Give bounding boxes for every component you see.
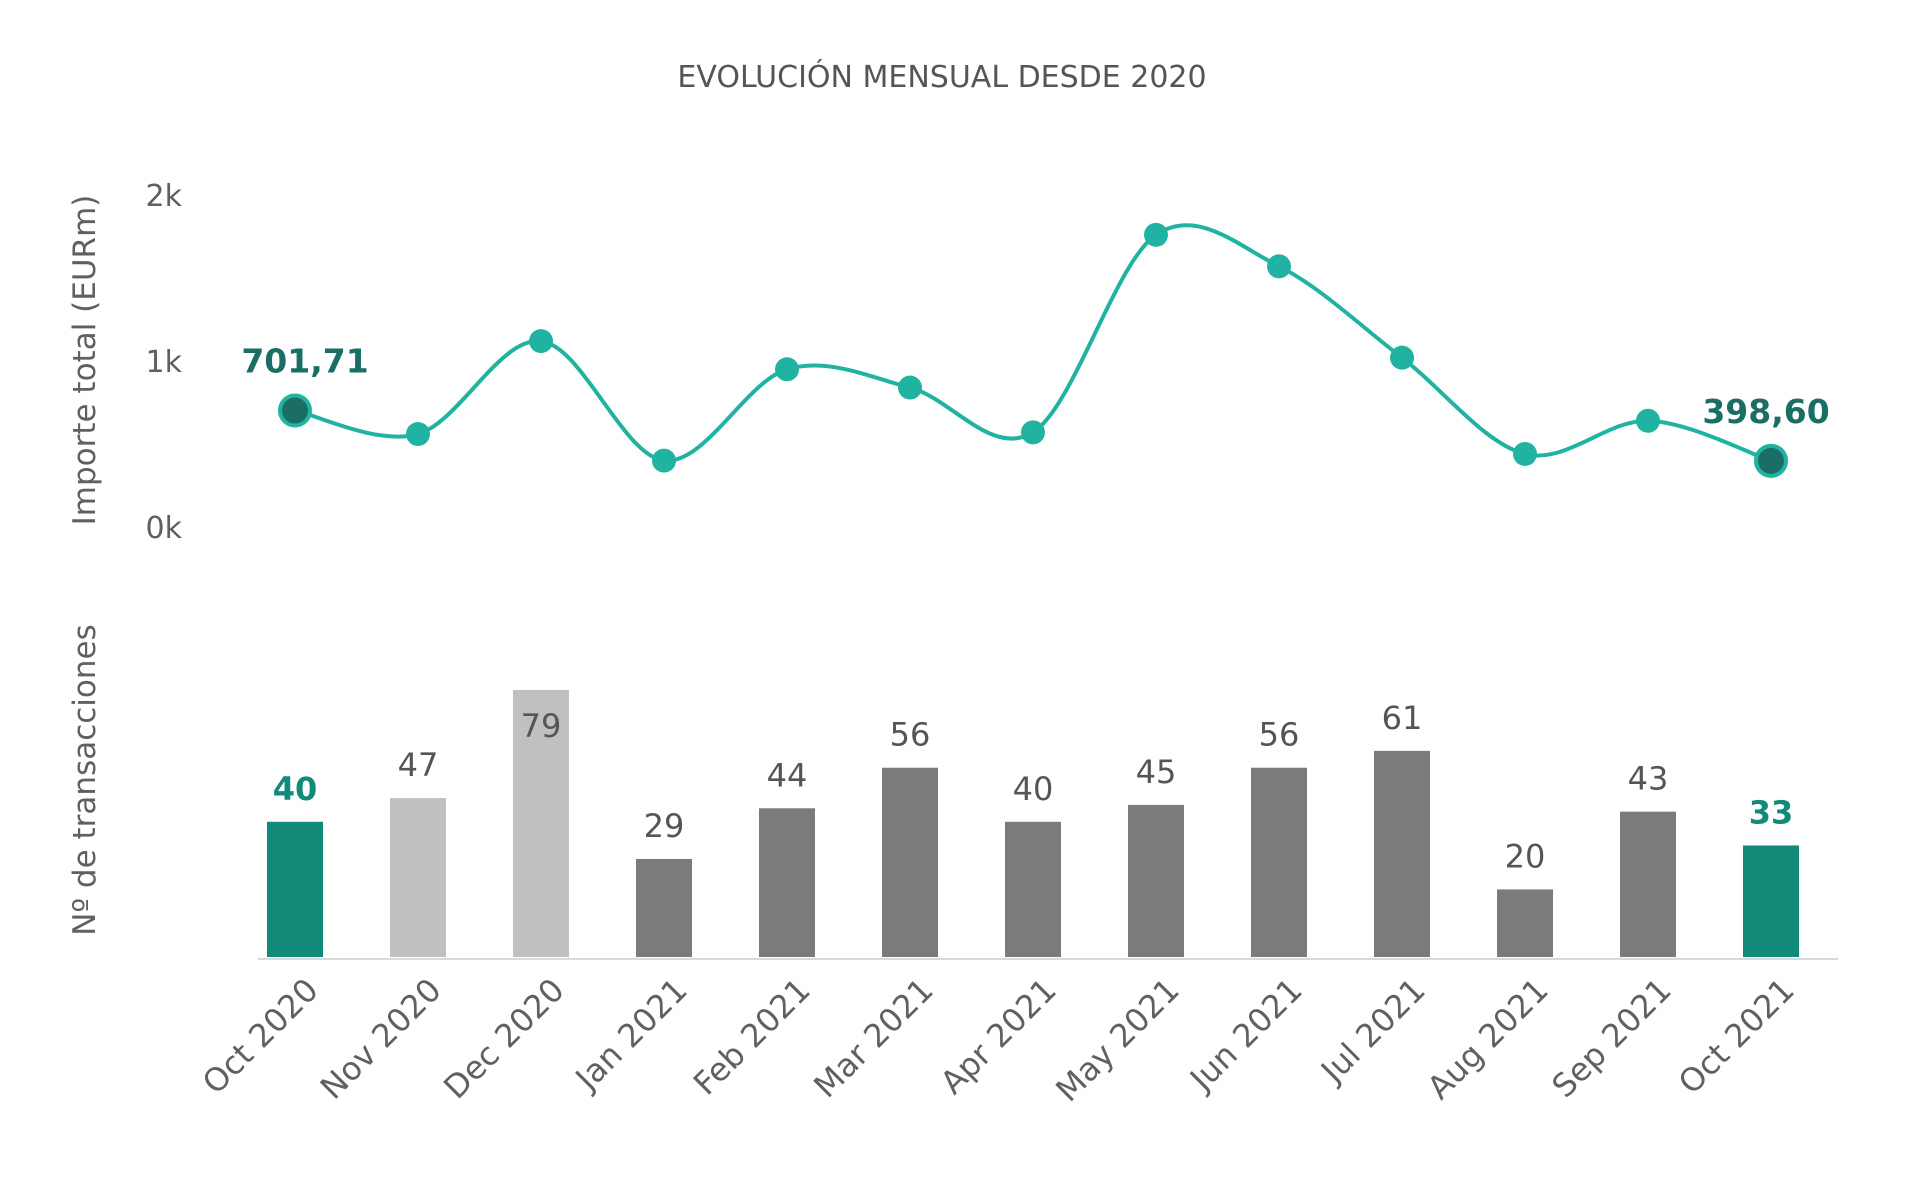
line-point <box>406 422 430 447</box>
x-tick-label: May 2021 <box>1048 971 1186 1109</box>
bar <box>513 689 569 957</box>
x-tick-label: Mar 2021 <box>806 971 940 1105</box>
line-data-label: 398,60 <box>1702 392 1829 431</box>
x-tick-label: Oct 2021 <box>1671 971 1802 1102</box>
bar-data-label: 29 <box>644 807 685 845</box>
line-point <box>1636 408 1660 433</box>
bar-data-label: 61 <box>1382 699 1423 737</box>
x-tick-label: Aug 2021 <box>1420 971 1556 1107</box>
bar-y-axis-title: Nº de transacciones <box>67 624 103 935</box>
line-point <box>775 357 799 382</box>
bar <box>759 808 815 957</box>
line-point <box>1267 254 1291 279</box>
bar-data-label: 44 <box>767 756 808 794</box>
bar-data-label: 45 <box>1136 753 1177 791</box>
line-point <box>278 393 312 428</box>
bar <box>1005 821 1061 957</box>
x-tick-label: Jun 2021 <box>1181 971 1309 1099</box>
bar <box>390 798 446 957</box>
line-y-axis-ticks: 0k 1k 2k <box>146 179 183 546</box>
x-tick-label: Apr 2021 <box>933 971 1064 1102</box>
bar <box>1620 811 1676 957</box>
line-data-label: 701,71 <box>241 342 368 381</box>
bar-data-label: 33 <box>1749 793 1794 831</box>
line-point <box>529 329 553 354</box>
bar-series: 40 47 79 29 44 56 40 45 56 61 20 43 33 <box>267 689 1799 957</box>
x-tick-label: Nov 2020 <box>313 971 449 1107</box>
bar <box>1128 804 1184 957</box>
line-point <box>1390 345 1414 370</box>
bar <box>1374 750 1430 957</box>
x-tick-label: Jul 2021 <box>1312 971 1432 1091</box>
x-tick-label: Oct 2020 <box>195 971 326 1102</box>
chart-title: EVOLUCIÓN MENSUAL DESDE 2020 <box>677 58 1206 95</box>
bar <box>1743 845 1799 957</box>
bar <box>636 858 692 957</box>
bar-data-label: 43 <box>1628 760 1669 798</box>
x-tick-label: Jan 2021 <box>567 971 695 1099</box>
line-y-tick: 2k <box>146 179 183 214</box>
line-point <box>652 448 676 473</box>
line-point <box>1021 420 1045 445</box>
bar-data-label: 56 <box>1259 716 1300 754</box>
bar <box>267 821 323 957</box>
x-tick-label: Feb 2021 <box>686 971 818 1103</box>
bar-data-label: 79 <box>521 707 562 745</box>
line-y-axis-title: Importe total (EURm) <box>67 195 103 526</box>
line-y-tick: 0k <box>146 511 183 546</box>
bar-data-label: 47 <box>398 746 439 784</box>
bar-data-label: 40 <box>273 770 318 808</box>
line-series: 701,71 398,60 <box>241 222 1830 478</box>
line-point <box>1144 222 1168 247</box>
bar-data-label: 56 <box>890 716 931 754</box>
bar <box>1497 889 1553 957</box>
line-y-tick: 1k <box>146 345 183 380</box>
line-point <box>1513 441 1537 466</box>
line-point <box>1754 443 1788 478</box>
bar <box>882 767 938 957</box>
x-tick-label: Sep 2021 <box>1544 971 1678 1105</box>
bar-data-label: 20 <box>1505 837 1546 875</box>
x-tick-label: Dec 2020 <box>436 971 571 1106</box>
line-point <box>898 375 922 400</box>
bar <box>1251 767 1307 957</box>
bar-data-label: 40 <box>1013 770 1054 808</box>
